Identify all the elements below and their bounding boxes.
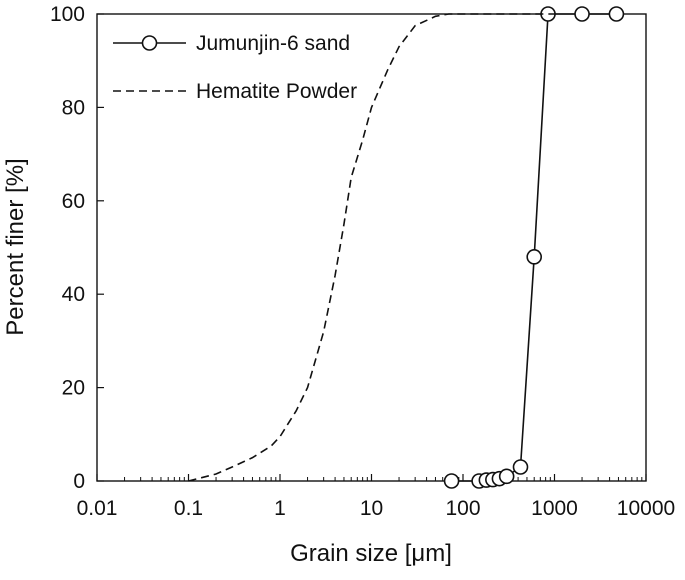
x-tick-labels: 0.01 0.1 1 10 100 1000 10000 (77, 497, 676, 520)
legend-label-hematite-powder: Hematite Powder (196, 80, 357, 103)
y-tick-labels: 0 20 40 60 80 100 (50, 3, 85, 493)
x-tick-label-0: 0.01 (77, 497, 118, 520)
series-point-jumunjin-6-sand-5 (498, 468, 515, 485)
series-point-jumunjin-6-sand-10 (608, 6, 625, 22)
series-line-hematite-powder (188, 13, 555, 482)
series-point-jumunjin-6-sand-0 (443, 473, 460, 489)
y-tick-label-1: 20 (62, 377, 85, 400)
series-point-jumunjin-6-sand-6 (512, 459, 529, 475)
series-point-jumunjin-6-sand-7 (526, 249, 543, 265)
x-major-ticks (96, 474, 647, 481)
y-tick-label-4: 80 (62, 96, 85, 119)
x-tick-label-3: 10 (360, 497, 383, 520)
x-axis-label: Grain size [μm] (290, 540, 452, 567)
y-tick-label-2: 40 (62, 283, 85, 306)
plot-frame (96, 13, 647, 482)
series-layer (188, 6, 625, 489)
legend: Jumunjin-6 sand Hematite Powder (113, 32, 357, 103)
x-tick-label-6: 10000 (617, 497, 675, 520)
x-minor-ticks (124, 477, 643, 481)
series-line-jumunjin-6-sand (451, 13, 617, 482)
y-tick-label-3: 60 (62, 190, 85, 213)
legend-marker-jumunjin-6-sand (141, 35, 158, 51)
x-tick-label-4: 100 (445, 497, 480, 520)
y-major-ticks (97, 13, 104, 482)
y-axis-label: Percent finer [%] (2, 158, 29, 335)
y-tick-label-5: 100 (50, 3, 85, 26)
legend-label-jumunjin-6-sand: Jumunjin-6 sand (196, 32, 350, 55)
x-tick-label-2: 1 (274, 497, 286, 520)
y-tick-label-0: 0 (73, 470, 85, 493)
x-tick-label-1: 0.1 (174, 497, 203, 520)
x-tick-label-5: 1000 (531, 497, 578, 520)
series-point-jumunjin-6-sand-9 (574, 6, 590, 22)
